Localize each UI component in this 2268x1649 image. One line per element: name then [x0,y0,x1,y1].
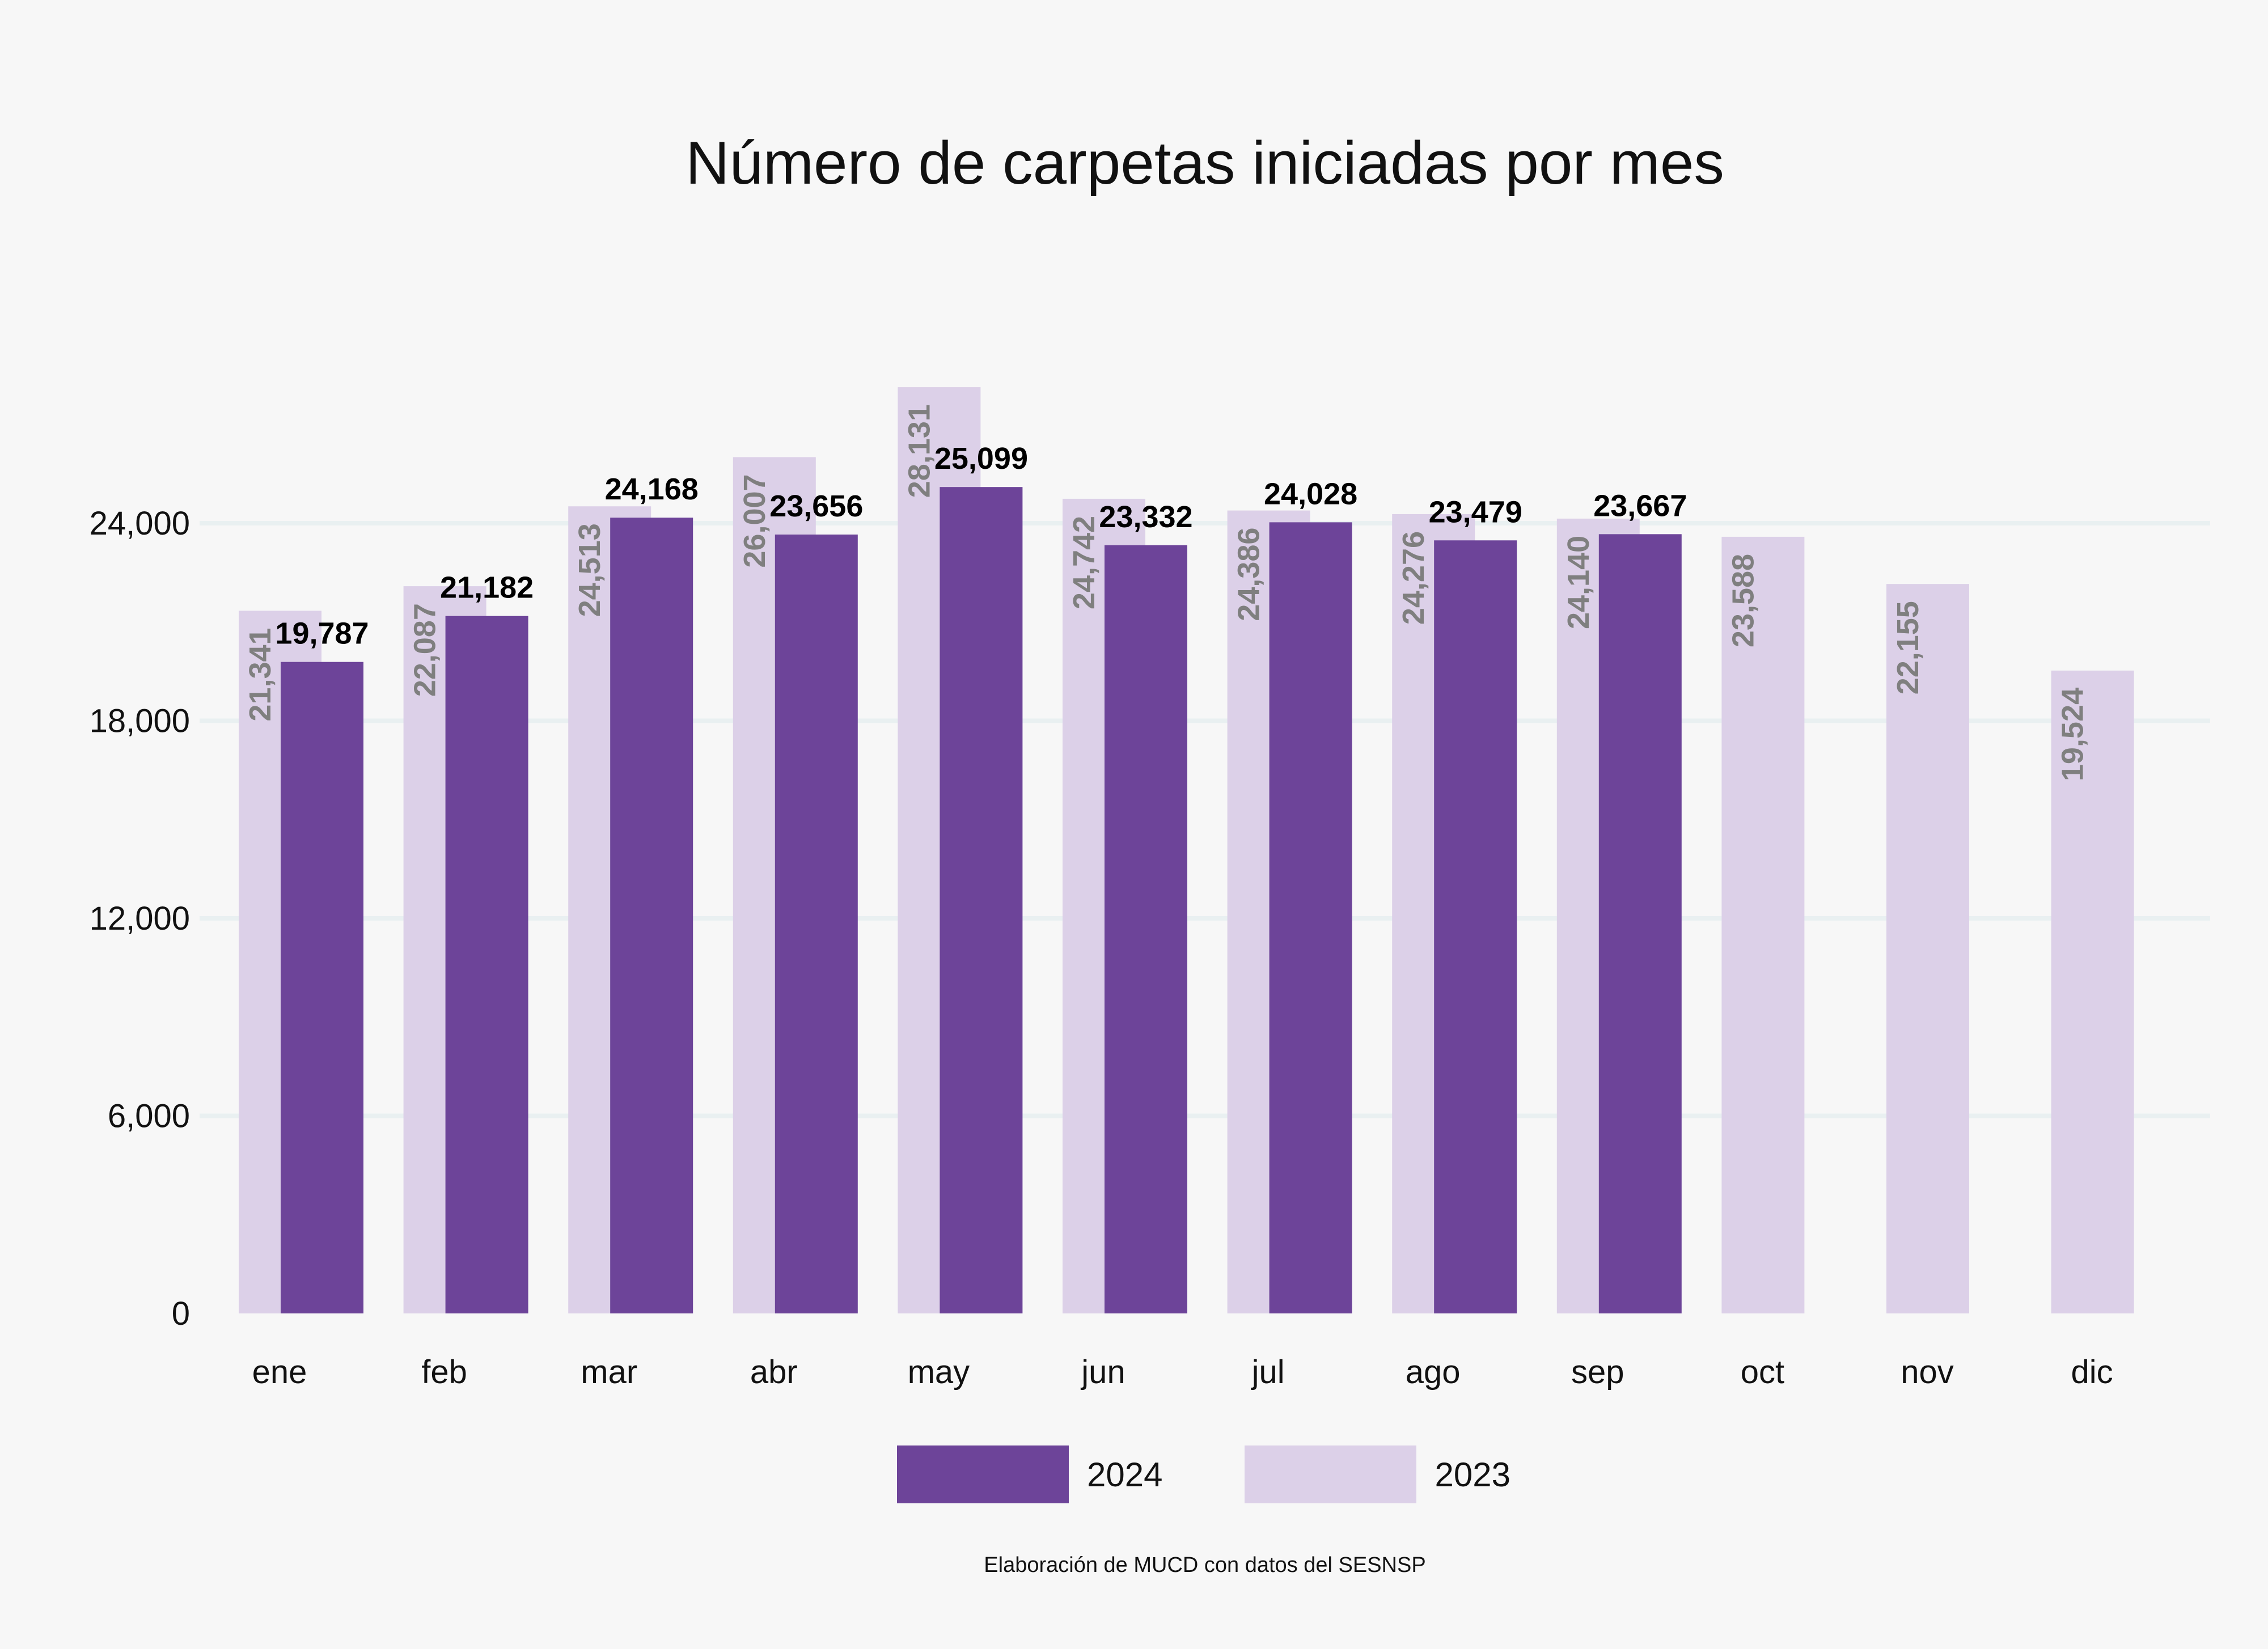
data-label-2024: 25,099 [934,442,1028,476]
data-label-2024: 23,667 [1593,489,1687,523]
bar-2024 [1434,540,1517,1313]
bar-2024 [1105,545,1187,1313]
bar-2023 [1721,536,1805,1313]
data-label-2023: 21,341 [243,628,277,721]
bar-2024 [775,534,858,1313]
legend-swatch-2024 [897,1445,1069,1503]
source-note: Elaboración de MUCD con datos del SESNSP [984,1553,1426,1577]
x-tick-label: oct [1741,1354,1784,1391]
data-label-2023: 26,007 [738,474,772,567]
data-label-2024: 24,028 [1264,477,1357,511]
bar-2024 [445,616,528,1313]
x-tick-label: may [908,1354,970,1391]
data-label-2023: 24,276 [1397,531,1431,625]
bar-2024 [1269,522,1352,1313]
y-tick-label: 24,000 [90,505,190,542]
x-tick-label: abr [750,1354,798,1391]
data-label-2023: 28,131 [902,404,936,498]
bar-2024 [281,662,363,1313]
chart-title: Número de carpetas iniciadas por mes [686,129,1724,197]
y-tick-label: 18,000 [90,703,190,740]
legend-swatch-2023 [1245,1445,1417,1503]
bar-2023 [2051,670,2134,1313]
data-label-2023: 22,087 [408,603,442,697]
data-label-2024: 23,332 [1099,500,1192,534]
data-label-2023: 24,513 [573,523,607,617]
data-label-2023: 19,524 [2056,688,2090,781]
data-label-2024: 21,182 [440,571,534,605]
x-tick-label: sep [1571,1354,1624,1391]
data-label-2024: 19,787 [275,617,369,651]
x-tick-label: ene [252,1354,307,1391]
legend-label-2023: 2023 [1435,1455,1510,1494]
data-label-2023: 24,140 [1562,536,1596,629]
data-label-2024: 24,168 [605,472,699,506]
y-tick-label: 12,000 [90,900,190,937]
data-label-2024: 23,479 [1429,495,1522,529]
x-tick-label: feb [421,1354,467,1391]
bar-2024 [940,487,1023,1313]
data-label-2024: 23,656 [769,489,863,523]
legend-item-2023[interactable]: 2023 [1245,1445,1510,1503]
legend-item-2024[interactable]: 2024 [897,1445,1162,1503]
y-tick-label: 0 [172,1295,190,1332]
data-label-2023: 24,386 [1232,528,1266,621]
x-tick-label: dic [2071,1354,2113,1391]
x-tick-label: ago [1406,1354,1461,1391]
data-label-2023: 23,588 [1726,554,1760,647]
data-label-2023: 22,155 [1891,601,1925,694]
legend: 2024 2023 [897,1445,1593,1503]
x-tick-label: jul [1251,1354,1285,1391]
bar-2023 [1886,584,1969,1313]
legend-label-2024: 2024 [1087,1455,1163,1494]
x-tick-label: mar [581,1354,637,1391]
bar-2024 [610,518,693,1314]
bar-2024 [1598,534,1682,1313]
data-label-2023: 24,742 [1067,516,1101,609]
x-tick-label: jun [1080,1354,1125,1391]
x-tick-label: nov [1901,1354,1954,1391]
y-tick-label: 6,000 [108,1098,190,1135]
